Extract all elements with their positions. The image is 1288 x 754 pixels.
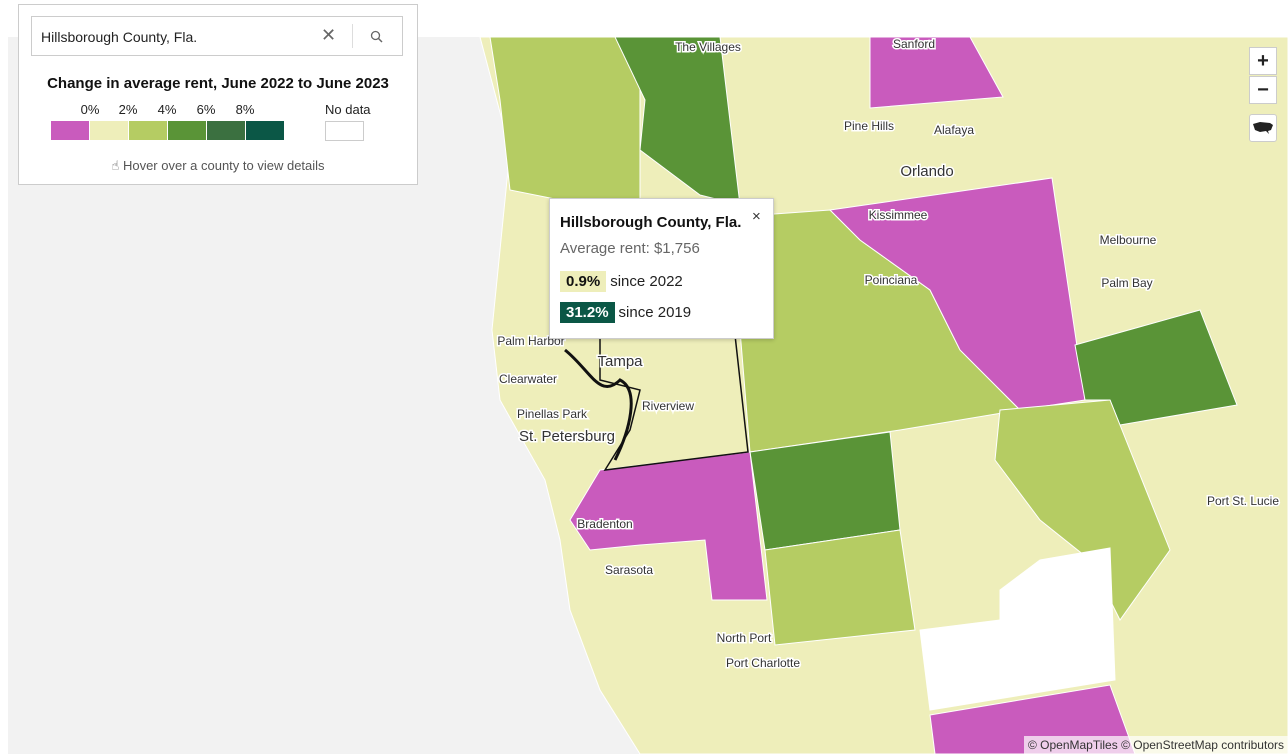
county	[828, 177, 1086, 411]
place-label: Port St. Lucie	[1207, 494, 1279, 508]
place-label: Sarasota	[605, 563, 653, 577]
place-label: Pine Hills	[844, 119, 894, 133]
place-label: Alafaya	[934, 123, 974, 137]
place-label: Orlando	[900, 163, 953, 180]
legend-swatch	[51, 121, 89, 140]
legend-tick: 8%	[235, 102, 255, 117]
county	[489, 37, 641, 201]
hint-text: Hover over a county to view details	[122, 158, 325, 173]
search-icon[interactable]	[370, 30, 384, 44]
separator	[352, 24, 353, 48]
place-label: Tampa	[597, 353, 643, 370]
clear-icon[interactable]: ✕	[321, 25, 337, 45]
selected-county	[599, 329, 749, 471]
county	[764, 529, 916, 646]
legend-swatch	[207, 121, 245, 140]
county	[869, 37, 1004, 109]
place-label: The Villages	[675, 40, 741, 54]
county	[569, 451, 768, 601]
legend-panel: Hillsborough County, Fla. ✕ Change in av…	[18, 4, 418, 185]
place-label: Clearwater	[499, 372, 557, 386]
reset-view[interactable]	[1249, 114, 1277, 142]
zoom-in[interactable]: +	[1249, 47, 1277, 75]
place-label: Kissimmee	[869, 208, 928, 222]
coastline	[564, 348, 633, 461]
legend-tick: 2%	[118, 102, 138, 117]
tooltip-title: Hillsborough County, Fla.	[560, 214, 742, 231]
legend-swatch	[129, 121, 167, 140]
place-label: Pinellas Park	[517, 407, 588, 421]
place-label: Palm Bay	[1101, 276, 1152, 290]
change-badge: 31.2%	[560, 302, 615, 323]
place-labels: The Villages Sanford Pine Hills Alafaya …	[496, 37, 1281, 672]
no-data-swatch	[325, 121, 364, 141]
place-label: Riverview	[642, 399, 694, 413]
hint: ☝ Hover over a county to view details	[111, 158, 325, 173]
search-box[interactable]: Hillsborough County, Fla. ✕	[31, 16, 403, 56]
place-label: Port Charlotte	[726, 656, 800, 670]
place-label: Melbourne	[1100, 233, 1157, 247]
average-rent: Average rent: $1,756	[560, 240, 700, 257]
change-row: 31.2% since 2019	[560, 302, 691, 323]
change-row: 0.9% since 2022	[560, 271, 683, 292]
zoom-out[interactable]: −	[1249, 76, 1277, 104]
tooltip: Hillsborough County, Fla. × Average rent…	[549, 198, 774, 339]
county	[919, 547, 1116, 711]
change-label: since 2022	[610, 273, 683, 290]
legend-swatch	[90, 121, 128, 140]
legend-tick: 6%	[196, 102, 216, 117]
place-label: Poinciana	[865, 273, 918, 287]
place-label: North Port	[717, 631, 772, 645]
no-data-label: No data	[325, 102, 371, 117]
place-label: Bradenton	[577, 517, 632, 531]
legend-swatch	[168, 121, 206, 140]
legend-tick: 0%	[80, 102, 100, 117]
county	[614, 37, 741, 206]
map[interactable]: The Villages Sanford Pine Hills Alafaya …	[8, 37, 1288, 754]
place-label: St. Petersburg	[519, 428, 615, 445]
attribution: © OpenMapTiles © OpenStreetMap contribut…	[1023, 736, 1288, 754]
county	[994, 399, 1171, 621]
legend-swatch	[246, 121, 284, 140]
legend-tick: 4%	[157, 102, 177, 117]
search-value[interactable]: Hillsborough County, Fla.	[41, 29, 198, 45]
close-button[interactable]: ×	[752, 208, 761, 225]
place-label: Sanford	[893, 37, 935, 51]
place-label: Palm Harbor	[497, 334, 564, 348]
county	[749, 431, 901, 551]
change-label: since 2019	[618, 304, 692, 321]
legend-title: Change in average rent, June 2022 to Jun…	[47, 75, 389, 92]
change-badge: 0.9%	[560, 271, 607, 292]
us-icon	[1253, 122, 1273, 134]
counties	[479, 37, 1288, 754]
